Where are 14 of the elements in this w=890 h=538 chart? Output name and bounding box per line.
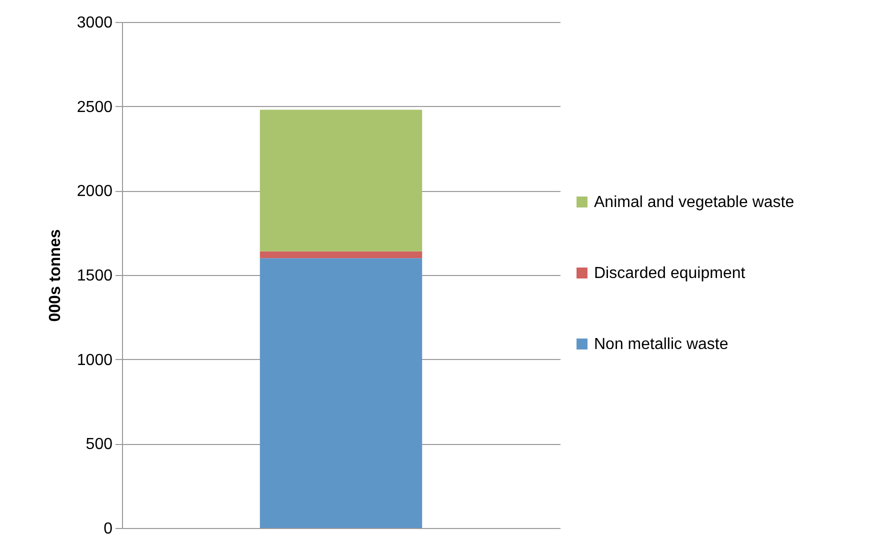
y-tick-label: 500 <box>86 436 113 454</box>
legend-label: Discarded equipment <box>594 265 746 282</box>
y-tick-label: 2000 <box>76 183 113 200</box>
y-tick-label: 1000 <box>76 352 113 369</box>
bar <box>260 258 422 528</box>
y-axis-title: 000s tonnes <box>46 229 64 322</box>
legend-label: Animal and vegetable waste <box>594 194 794 211</box>
y-tick-label: 0 <box>104 520 113 538</box>
y-tick-label: 2500 <box>76 98 113 116</box>
y-tick-label: 3000 <box>76 14 113 32</box>
y-tick-label: 1500 <box>76 268 113 284</box>
legend-label: Non metallic waste <box>594 336 728 353</box>
bar <box>260 110 422 252</box>
bar <box>260 251 422 258</box>
